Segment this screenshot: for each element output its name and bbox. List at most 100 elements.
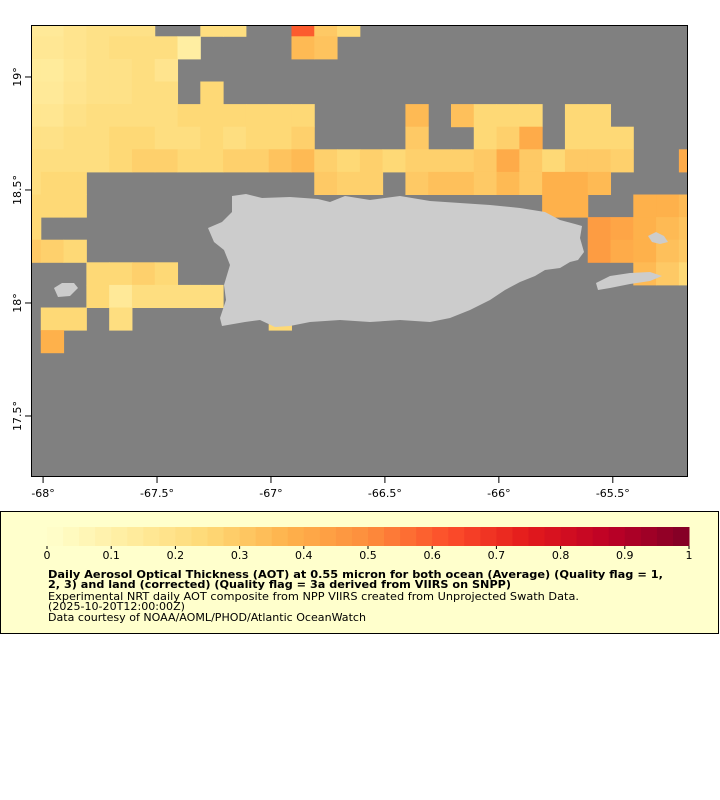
- colorbar-step: [640, 527, 658, 546]
- aot-cell: [31, 36, 42, 60]
- aot-cell: [40, 58, 65, 82]
- x-tick-label: -68°: [31, 487, 54, 500]
- aot-cell: [109, 25, 133, 37]
- aot-cell: [223, 149, 247, 173]
- aot-cell: [223, 126, 247, 150]
- colorbar-tick-label: 0.8: [552, 549, 570, 562]
- aot-cell: [587, 217, 612, 241]
- aot-cell: [223, 25, 247, 37]
- aot-cell: [314, 25, 338, 37]
- colorbar-step: [239, 527, 257, 546]
- colorbar-step: [47, 527, 64, 546]
- colorbar-step: [480, 527, 497, 546]
- aot-cell: [109, 262, 133, 286]
- aot-cell: [40, 25, 65, 37]
- aot-cell: [177, 36, 201, 60]
- colorbar-tick-label: 0.2: [167, 549, 185, 562]
- colorbar-tick-label: 0.1: [102, 549, 120, 562]
- aot-cell: [450, 149, 475, 173]
- aot-cell: [109, 104, 133, 128]
- colorbar-tick-label: 0: [44, 549, 51, 562]
- colorbar-step: [592, 527, 610, 546]
- aot-cell: [40, 194, 65, 218]
- colorbar-step: [368, 527, 385, 546]
- aot-cell: [200, 81, 224, 105]
- colorbar-tick-label: 0.4: [295, 549, 313, 562]
- aot-cell: [63, 239, 87, 263]
- aot-cell: [31, 194, 42, 218]
- y-tick-label: 17.5°: [11, 401, 24, 431]
- y-tick-label: 18°: [11, 293, 24, 313]
- axes: -68° -67.5° -67° -66.5° -66° -65.5° 17.5° 18° 18…: [11, 67, 630, 500]
- colorbar-step: [351, 527, 369, 546]
- aot-cell: [291, 126, 315, 150]
- aot-cell: [109, 307, 133, 331]
- colorbar-tick-label: 0.7: [488, 549, 506, 562]
- aot-cell: [109, 58, 133, 82]
- aot-cell: [314, 171, 338, 195]
- aot-cell: [678, 194, 688, 218]
- aot-cell: [131, 284, 156, 308]
- legend-caption: Data courtesy of NOAA/AOML/PHOD/Atlantic…: [48, 611, 366, 624]
- aot-cell: [200, 25, 224, 37]
- aot-cell: [450, 171, 475, 195]
- aot-cell: [542, 149, 566, 173]
- aot-cell: [542, 171, 566, 195]
- aot-cell: [291, 36, 315, 60]
- aot-cell: [678, 217, 688, 241]
- aot-cell: [40, 330, 65, 354]
- y-tick-label: 18.5°: [11, 175, 24, 205]
- aot-cell: [564, 126, 589, 150]
- aot-cell: [405, 171, 429, 195]
- aot-cell: [633, 217, 657, 241]
- colorbar-step: [79, 527, 96, 546]
- legend-caption: Experimental NRT daily AOT composite fro…: [48, 590, 579, 603]
- legend-title: Daily Aerosol Optical Thickness (AOT) at…: [48, 568, 663, 581]
- aot-cell: [63, 81, 87, 105]
- aot-cell: [86, 58, 110, 82]
- aot-cell: [40, 171, 65, 195]
- aot-cell: [633, 194, 657, 218]
- land: [54, 194, 668, 327]
- aot-cell: [131, 25, 156, 37]
- aot-cell: [31, 149, 42, 173]
- aot-cell: [587, 239, 612, 263]
- aot-cell: [610, 126, 634, 150]
- aot-cell: [109, 81, 133, 105]
- colorbar-step: [175, 527, 192, 546]
- colorbar-step: [416, 527, 433, 546]
- aot-cell: [131, 58, 156, 82]
- colorbar-step: [287, 527, 305, 546]
- aot-cell: [177, 126, 201, 150]
- aot-cell: [337, 25, 361, 37]
- aot-cell: [245, 126, 270, 150]
- aot-cell: [291, 104, 315, 128]
- colorbar-step: [528, 527, 546, 546]
- aot-cell: [63, 104, 87, 128]
- aot-cell: [177, 284, 201, 308]
- aot-cell: [40, 239, 65, 263]
- x-tick-label: -66°: [487, 487, 510, 500]
- x-tick-label: -66.5°: [368, 487, 402, 500]
- aot-cell: [86, 25, 110, 37]
- aot-cell: [40, 36, 65, 60]
- aot-cell: [109, 36, 133, 60]
- colorbar-step: [127, 527, 144, 546]
- aot-cell: [610, 239, 634, 263]
- aot-cell: [63, 307, 87, 331]
- aot-cell: [200, 126, 224, 150]
- aot-cell: [587, 171, 612, 195]
- aot-cell: [86, 149, 110, 173]
- aot-cell: [86, 284, 110, 308]
- aot-cell: [496, 171, 520, 195]
- aot-cell: [63, 25, 87, 37]
- colorbar-tick-label: 0.3: [231, 549, 249, 562]
- aot-cell: [587, 126, 612, 150]
- vieques: [596, 272, 662, 290]
- colorbar-step: [191, 527, 208, 546]
- aot-cell: [131, 81, 156, 105]
- aot-cell: [200, 149, 224, 173]
- colorbar-step: [255, 527, 273, 546]
- aot-cell: [154, 149, 179, 173]
- aot-cell: [656, 262, 680, 286]
